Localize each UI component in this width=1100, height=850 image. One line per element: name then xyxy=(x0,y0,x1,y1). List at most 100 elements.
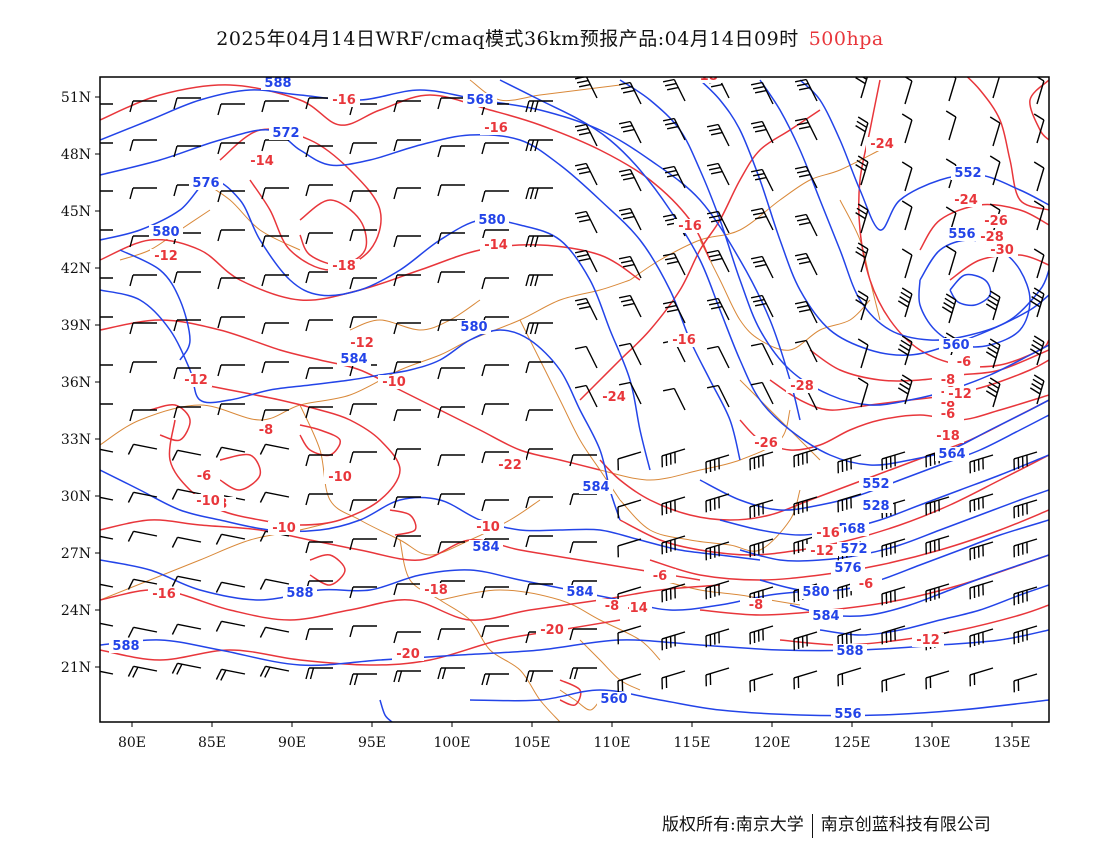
lon-tick-label: 105E xyxy=(514,735,551,751)
label-backdrop xyxy=(328,259,360,273)
wind-barb xyxy=(1013,586,1038,606)
wind-barb xyxy=(897,374,913,405)
boundary-line xyxy=(100,279,631,446)
wind-barb xyxy=(393,139,421,152)
wind-barb xyxy=(1013,673,1038,693)
wind-barb xyxy=(437,454,465,467)
height-contour xyxy=(699,79,1049,356)
wind-barb xyxy=(881,673,906,693)
label-backdrop xyxy=(951,166,985,180)
label-backdrop xyxy=(180,373,212,387)
wind-barb xyxy=(100,622,114,627)
wind-barb xyxy=(985,338,1001,369)
wind-barb xyxy=(706,297,730,321)
wind-barb xyxy=(705,580,730,600)
wind-barb xyxy=(215,581,246,593)
wind-barb xyxy=(393,409,421,422)
wind-barb xyxy=(127,626,158,638)
lon-tick-label: 110E xyxy=(594,735,631,751)
wind-barb xyxy=(305,628,333,641)
lat-tick-label: 33N xyxy=(61,432,91,448)
wind-barb xyxy=(989,116,1001,147)
temperature-contour-label: -10 xyxy=(272,521,296,536)
temperature-contour xyxy=(100,84,711,261)
wind-barb xyxy=(618,168,642,192)
wind-barb xyxy=(925,535,950,555)
wind-barb xyxy=(749,451,774,471)
label-backdrop xyxy=(475,213,509,227)
wind-barb xyxy=(129,322,157,335)
wind-barb xyxy=(525,187,553,200)
label-backdrop xyxy=(866,137,898,151)
label-backdrop xyxy=(598,390,630,404)
temperature-contour-label: -12 xyxy=(350,336,374,351)
temperature-contour-label: -16 xyxy=(484,121,508,136)
label-backdrop xyxy=(109,639,143,653)
wind-barb xyxy=(393,535,421,548)
wind-barb xyxy=(706,384,730,408)
temperature-contour-label: -16 xyxy=(816,526,840,541)
wind-barb xyxy=(948,77,957,102)
height-contour-label: 576 xyxy=(834,561,861,576)
height-contour xyxy=(379,699,393,722)
wind-barb xyxy=(261,100,289,113)
wind-barb xyxy=(215,446,246,458)
wind-barb xyxy=(969,628,994,648)
temperature-contour-label: -24 xyxy=(602,390,626,405)
wind-barb xyxy=(437,628,465,641)
lon-tick-label: 80E xyxy=(118,735,146,751)
temperature-contour-label: -26 xyxy=(754,436,778,451)
wind-barb xyxy=(305,406,333,419)
lat-tick-label: 51N xyxy=(61,90,91,106)
wind-barb xyxy=(1029,335,1045,366)
wind-barb xyxy=(569,667,597,680)
wind-barb xyxy=(261,409,289,422)
temperature-contour-label: -24 xyxy=(870,137,894,152)
wind-barb xyxy=(1033,113,1045,144)
wind-barb xyxy=(969,580,994,600)
wind-barb xyxy=(750,81,774,105)
temperature-contour-label: -18 xyxy=(936,429,960,444)
temperature-contour-label: -14 xyxy=(624,601,648,616)
wind-barb xyxy=(1013,451,1038,471)
lat-tick-label: 30N xyxy=(61,489,91,505)
wind-barb xyxy=(217,316,245,329)
wind-barb xyxy=(393,187,421,200)
wind-barb xyxy=(525,670,553,683)
temperature-contour xyxy=(389,509,417,536)
temperature-contour xyxy=(100,238,641,302)
wind-barb xyxy=(793,631,818,651)
wind-barb xyxy=(837,667,862,687)
wind-barb xyxy=(661,496,686,516)
wind-barb xyxy=(217,142,245,155)
height-contour-label: 552 xyxy=(954,166,981,181)
wind-barb xyxy=(127,530,158,542)
wind-barb xyxy=(173,271,201,284)
wind-barb xyxy=(525,583,553,596)
wind-barb xyxy=(215,620,246,632)
label-backdrop xyxy=(148,587,180,601)
wind-barb xyxy=(897,287,913,318)
label-backdrop xyxy=(799,585,833,599)
wind-barb xyxy=(662,387,686,411)
wind-barb xyxy=(305,232,333,245)
wind-barb xyxy=(574,123,598,147)
wind-barb xyxy=(127,491,158,503)
wind-barb xyxy=(437,667,465,680)
label-backdrop xyxy=(809,609,843,623)
temperature-contour-label: -20 xyxy=(540,623,564,638)
wind-barb xyxy=(261,235,289,248)
height-contour xyxy=(100,629,1049,667)
wind-barb xyxy=(794,300,818,324)
label-backdrop xyxy=(337,352,371,366)
wind-barb xyxy=(100,403,113,405)
temperature-contour-label: -26 xyxy=(984,214,1008,229)
height-contour-label: 588 xyxy=(112,639,139,654)
height-contour-label: 588 xyxy=(264,76,291,91)
wind-barb xyxy=(261,361,289,374)
label-backdrop xyxy=(948,355,980,369)
lon-tick-label: 120E xyxy=(754,735,791,751)
boundary-line xyxy=(659,579,801,606)
temperature-contour-label: -8 xyxy=(941,373,955,388)
map-frame xyxy=(99,76,1050,723)
